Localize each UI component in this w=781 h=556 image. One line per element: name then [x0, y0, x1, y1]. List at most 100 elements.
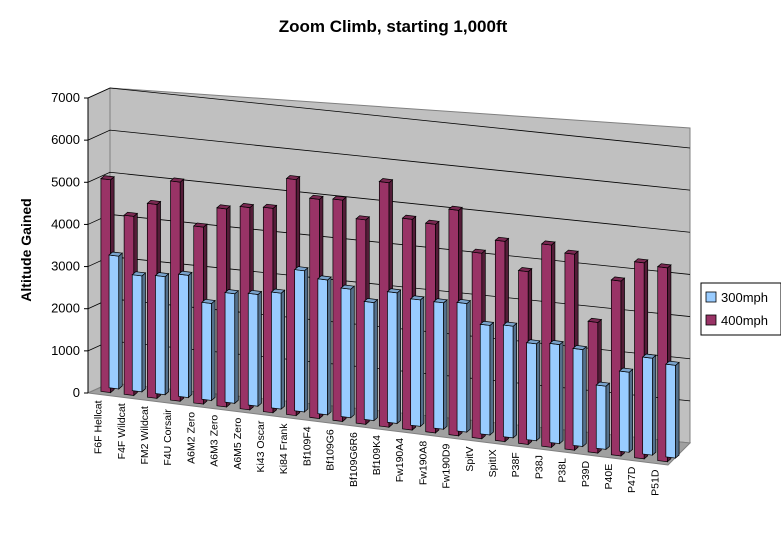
- bar-300mph-a6m2-zero-front: [201, 301, 212, 401]
- bar-300mph-ki84-frank-side: [304, 267, 309, 413]
- bar-400mph-bf109g6-top: [332, 195, 347, 201]
- bar-300mph-p47d: [641, 353, 657, 456]
- bar-300mph-p47d-side: [652, 354, 657, 456]
- bar-300mph-p47d-front: [642, 356, 653, 456]
- bar-300mph-bf109g6r6-front: [363, 301, 375, 422]
- bars: [100, 175, 680, 463]
- bar-300mph-spitv-front: [479, 323, 491, 436]
- bar-300mph-p38j: [549, 340, 564, 445]
- bar-300mph-ki84-frank-top: [293, 266, 309, 272]
- x-ticks: F6F Hellcat F4F Wildcat FM2 Wildcat F4U Cor…: [93, 400, 662, 495]
- bar-300mph-spitix-front: [503, 324, 514, 439]
- bar-300mph-f4f-wildcat-top: [131, 271, 147, 277]
- y-tick-label-1000: 1000: [51, 343, 80, 358]
- bar-300mph-bf109g6r6-top: [363, 298, 379, 303]
- bar-300mph-a6m5-zero: [247, 289, 263, 407]
- y-tick-label-4000: 4000: [51, 216, 80, 231]
- bar-300mph-f6f-hellcat-top: [108, 251, 124, 257]
- x-tick-label-f4u-corsair: F4U Corsair: [162, 409, 174, 466]
- bar-300mph-ki43-oscar-top: [270, 288, 286, 294]
- bar-400mph-p38l-top: [564, 249, 579, 255]
- bar-400mph-spitv-top: [471, 248, 487, 254]
- bar-300mph-fw190d9-top: [456, 299, 472, 304]
- gridline-7000: [87, 87, 691, 149]
- x-tick-label-ki84-frank: Ki84 Frank: [278, 423, 290, 475]
- bar-300mph-p47d-top: [641, 353, 657, 359]
- bar-300mph-p38f: [525, 339, 541, 442]
- bar-400mph-p40e: [610, 276, 626, 457]
- bar-300mph-fw190d9-side: [466, 299, 471, 433]
- bar-400mph-p39d-top: [587, 317, 603, 323]
- y-tick-label-6000: 6000: [51, 132, 80, 147]
- bar-300mph-p39d-front: [595, 384, 607, 450]
- bar-300mph-p38f-side: [536, 340, 541, 442]
- bar-300mph-ki84-frank: [293, 266, 309, 413]
- bar-300mph-a6m3-zero: [224, 289, 240, 405]
- bar-300mph-p38f-front: [526, 342, 537, 442]
- bar-300mph-bf109k4-front: [387, 291, 398, 424]
- y-tick-label-7000: 7000: [51, 90, 80, 105]
- bar-300mph-ki43-oscar: [270, 288, 286, 410]
- x-tick-label-fm2-wildcat: FM2 Wildcat: [139, 406, 151, 464]
- x-tick-label-a6m3-zero: A6M3 Zero: [209, 415, 221, 467]
- bar-300mph-fw190a4: [409, 295, 425, 428]
- bar-300mph-p51d-side: [675, 361, 680, 459]
- bar-300mph-bf109k4-top: [386, 288, 402, 294]
- bar-300mph-f4f-wildcat-front: [131, 274, 143, 393]
- bar-400mph-fw190a4-top: [401, 214, 417, 220]
- bar-400mph-f4u-corsair-top: [169, 177, 185, 183]
- bar-400mph-f4f-wildcat-top: [123, 211, 139, 217]
- bar-300mph-bf109k4-side: [396, 289, 402, 425]
- y-tick-label-3000: 3000: [51, 259, 80, 274]
- bar-400mph-a6m5-zero-top: [239, 203, 255, 208]
- bar-300mph-fw190a4-top: [409, 295, 425, 301]
- x-tick-label-fw190a4: Fw190A4: [394, 438, 406, 483]
- bar-300mph-p40e-front: [619, 370, 630, 453]
- bar-300mph-p38l-top: [572, 345, 588, 350]
- bar-300mph-spitix-top: [502, 321, 518, 327]
- bar-300mph-spitix: [502, 321, 518, 439]
- legend-swatch-400mph: [705, 314, 717, 326]
- bar-300mph-fw190a4-front: [410, 298, 421, 427]
- bar-300mph-spitix-side: [512, 322, 518, 439]
- bar-300mph-p38j-top: [549, 340, 564, 345]
- x-tick-label-p51d: P51D: [649, 469, 661, 496]
- x-tick-label-p38j: P38J: [533, 455, 545, 479]
- x-tick-label-fw190a8: Fw190A8: [417, 441, 429, 486]
- x-tick-label-p39d: P39D: [580, 461, 592, 488]
- legend-swatch-300mph: [705, 291, 717, 303]
- bar-300mph-p38l-side: [582, 345, 587, 448]
- bar-300mph-p51d-top: [665, 360, 680, 366]
- x-tick-label-f4f-wildcat: F4F Wildcat: [116, 403, 128, 459]
- bar-400mph-ki43-oscar-top: [262, 203, 278, 209]
- bar-400mph-bf109f4-top: [308, 194, 324, 200]
- bar-300mph-a6m5-zero-side: [257, 290, 262, 407]
- bar-300mph-f4u-corsair-front: [178, 273, 189, 398]
- bar-400mph-fw190a8-top: [424, 219, 440, 225]
- bar-400mph-a6m3-zero-top: [216, 204, 231, 210]
- bar-300mph-f6f-hellcat-front: [108, 254, 120, 390]
- bar-400mph-p47d-top: [633, 258, 649, 264]
- bar-400mph-fm2-wildcat-top: [146, 199, 162, 205]
- x-tick-label-bf109f4: Bf109F4: [301, 426, 313, 466]
- bar-300mph-bf109f4-side: [327, 276, 332, 416]
- bar-400mph-ki84-frank-top: [285, 175, 301, 181]
- bar-300mph-bf109k4: [386, 288, 402, 425]
- bar-300mph-f4f-wildcat: [131, 271, 147, 393]
- x-tick-label-p47d: P47D: [626, 466, 638, 493]
- y-tick-label-2000: 2000: [51, 301, 80, 316]
- bar-300mph-p39d-top: [595, 381, 611, 387]
- bar-300mph-bf109f4: [317, 275, 332, 416]
- x-tick-label-spitix: SpitIX: [487, 449, 499, 477]
- bar-300mph-spitv-side: [489, 321, 494, 436]
- bar-400mph-p38f-top: [517, 267, 533, 273]
- gridline-5000: [87, 171, 691, 233]
- bar-300mph-p40e-top: [618, 367, 634, 373]
- bar-300mph-a6m3-zero-side: [234, 289, 239, 405]
- x-tick-label-spitv: SpitV: [464, 447, 476, 472]
- bar-400mph-a6m2-zero-top: [192, 222, 208, 228]
- bar-400mph-p40e-top: [610, 276, 626, 282]
- x-tick-label-p38l: P38L: [557, 458, 569, 483]
- x-tick-label-ki43-oscar: Ki43 Oscar: [255, 420, 267, 472]
